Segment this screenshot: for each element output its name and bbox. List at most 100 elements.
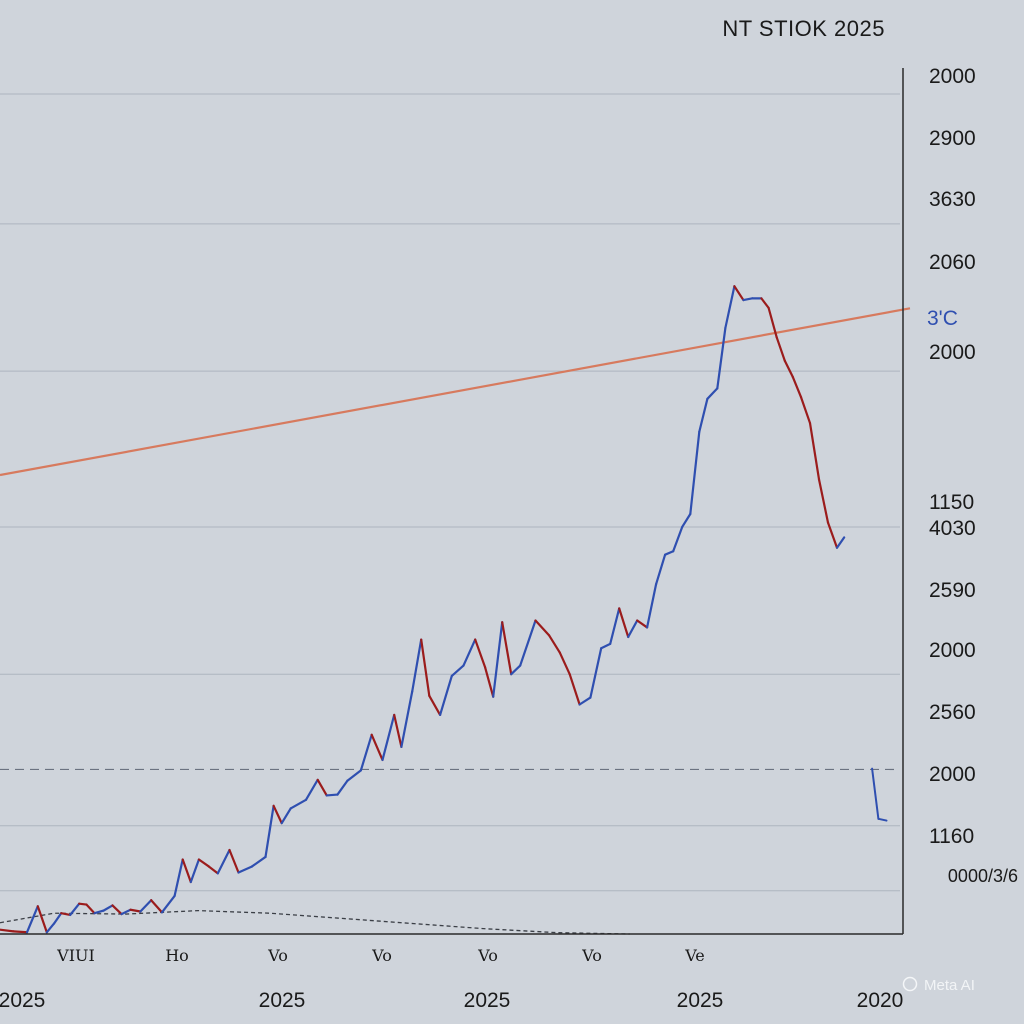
price-segment-up <box>346 769 362 782</box>
price-segment-up <box>663 550 675 556</box>
price-segment-up <box>462 638 477 667</box>
y-tick-label: 2000 <box>929 65 976 88</box>
price-segment-up <box>716 326 727 390</box>
axis-layer <box>0 68 904 935</box>
y-tick-label: 2560 <box>929 701 976 724</box>
price-segment-up <box>589 647 603 699</box>
price-segment-up <box>439 674 453 717</box>
price-segment-up <box>69 902 81 917</box>
y-tick-label: 2900 <box>929 127 976 150</box>
price-segment-down <box>150 899 164 914</box>
price-tail-segment <box>871 767 880 820</box>
price-segment-down <box>85 903 96 915</box>
price-segment-up <box>724 285 736 329</box>
price-tail-segment <box>877 817 888 822</box>
price-series <box>0 285 888 934</box>
price-segment-down <box>568 673 581 706</box>
price-segment-up <box>654 553 667 586</box>
price-segment-up <box>237 865 254 874</box>
price-segment-up <box>381 713 396 762</box>
price-segment-down <box>129 908 142 913</box>
price-segment-down <box>767 306 778 339</box>
y-tick-label: 1160 <box>929 825 974 848</box>
grid-layer <box>0 93 900 892</box>
x-tick-label: Vo <box>581 946 602 965</box>
price-segment-down <box>12 930 29 934</box>
price-segment-down <box>474 638 487 669</box>
price-segment-up <box>102 904 114 912</box>
price-segment-down <box>0 928 15 933</box>
price-segment-up <box>264 804 275 859</box>
price-segment-down <box>501 621 513 676</box>
price-segment-up <box>492 621 504 698</box>
price-segment-up <box>359 733 373 772</box>
y-tick-label: 0000/3/6 <box>948 866 1018 886</box>
price-segment-down <box>272 804 283 825</box>
price-segment-down <box>799 395 812 425</box>
price-segment-down <box>316 778 328 797</box>
price-segment-up <box>52 912 63 925</box>
price-segment-down <box>393 713 403 749</box>
price-segment-down <box>197 858 210 868</box>
price-segment-down <box>826 521 839 549</box>
price-segment-down <box>733 285 745 302</box>
price-segment-up <box>698 397 709 433</box>
watermark: Meta AI <box>902 976 975 994</box>
price-segment-up <box>289 798 308 810</box>
price-segment-up <box>189 858 200 884</box>
y-tick-label: 1150 <box>929 491 974 514</box>
x-tick-label: VIUI <box>56 946 95 965</box>
price-segment-down <box>228 848 240 874</box>
price-segment-down <box>111 904 123 916</box>
watermark-text: Meta AI <box>924 977 975 994</box>
y-tick-label: 4030 <box>929 517 976 540</box>
price-segment-down <box>636 619 649 629</box>
chart-title: NT STIOK 2025 <box>722 16 885 41</box>
x-year-label: 2020 <box>857 989 904 1012</box>
y-tick-label: 3630 <box>929 188 976 211</box>
price-segment-up <box>336 779 349 796</box>
price-segment-down <box>775 336 786 362</box>
y-tick-label: 2000 <box>929 341 976 364</box>
price-segment-down <box>760 297 770 309</box>
price-segment-down <box>808 421 821 481</box>
price-segment-up <box>25 905 39 934</box>
price-segment-up <box>400 690 414 749</box>
x-tick-label: Vo <box>267 946 288 965</box>
price-segment-up <box>250 855 267 868</box>
price-segment-up <box>600 642 612 650</box>
y-tick-label: 2000 <box>929 763 976 786</box>
price-segment-down <box>420 638 431 697</box>
price-segment-down <box>207 865 219 875</box>
trend-layer <box>0 307 911 477</box>
price-segment-up <box>325 793 339 797</box>
y-tick-label: 2060 <box>929 251 976 274</box>
price-segment-up <box>681 512 692 529</box>
price-segment-up <box>835 536 846 549</box>
x-tick-label: Ve <box>684 946 705 965</box>
x-tick-label: Ho <box>165 946 189 965</box>
price-segment-down <box>618 607 630 639</box>
price-segment-up <box>45 922 56 934</box>
price-segment-up <box>742 297 754 302</box>
x-tick-label: Vo <box>371 946 392 965</box>
price-segment-down <box>558 651 571 676</box>
price-segment-down <box>484 666 495 698</box>
meta-ai-logo-icon <box>902 976 918 992</box>
price-segment-up <box>706 387 719 400</box>
x-year-label: 2025 <box>677 989 724 1012</box>
price-segment-down <box>36 905 48 934</box>
price-segment-up <box>672 525 684 553</box>
price-segment-up <box>139 899 153 913</box>
y-tick-label: 2000 <box>929 639 976 662</box>
price-segment-up <box>510 664 522 676</box>
price-segment-down <box>370 733 384 762</box>
current-price-label: 3'C <box>927 307 958 330</box>
price-segment-up <box>450 664 465 678</box>
price-segment-up <box>160 894 176 914</box>
x-year-label: 2025 <box>259 989 306 1012</box>
price-segment-up <box>609 607 621 645</box>
price-segment-up <box>519 619 537 667</box>
price-segment-up <box>689 430 701 516</box>
